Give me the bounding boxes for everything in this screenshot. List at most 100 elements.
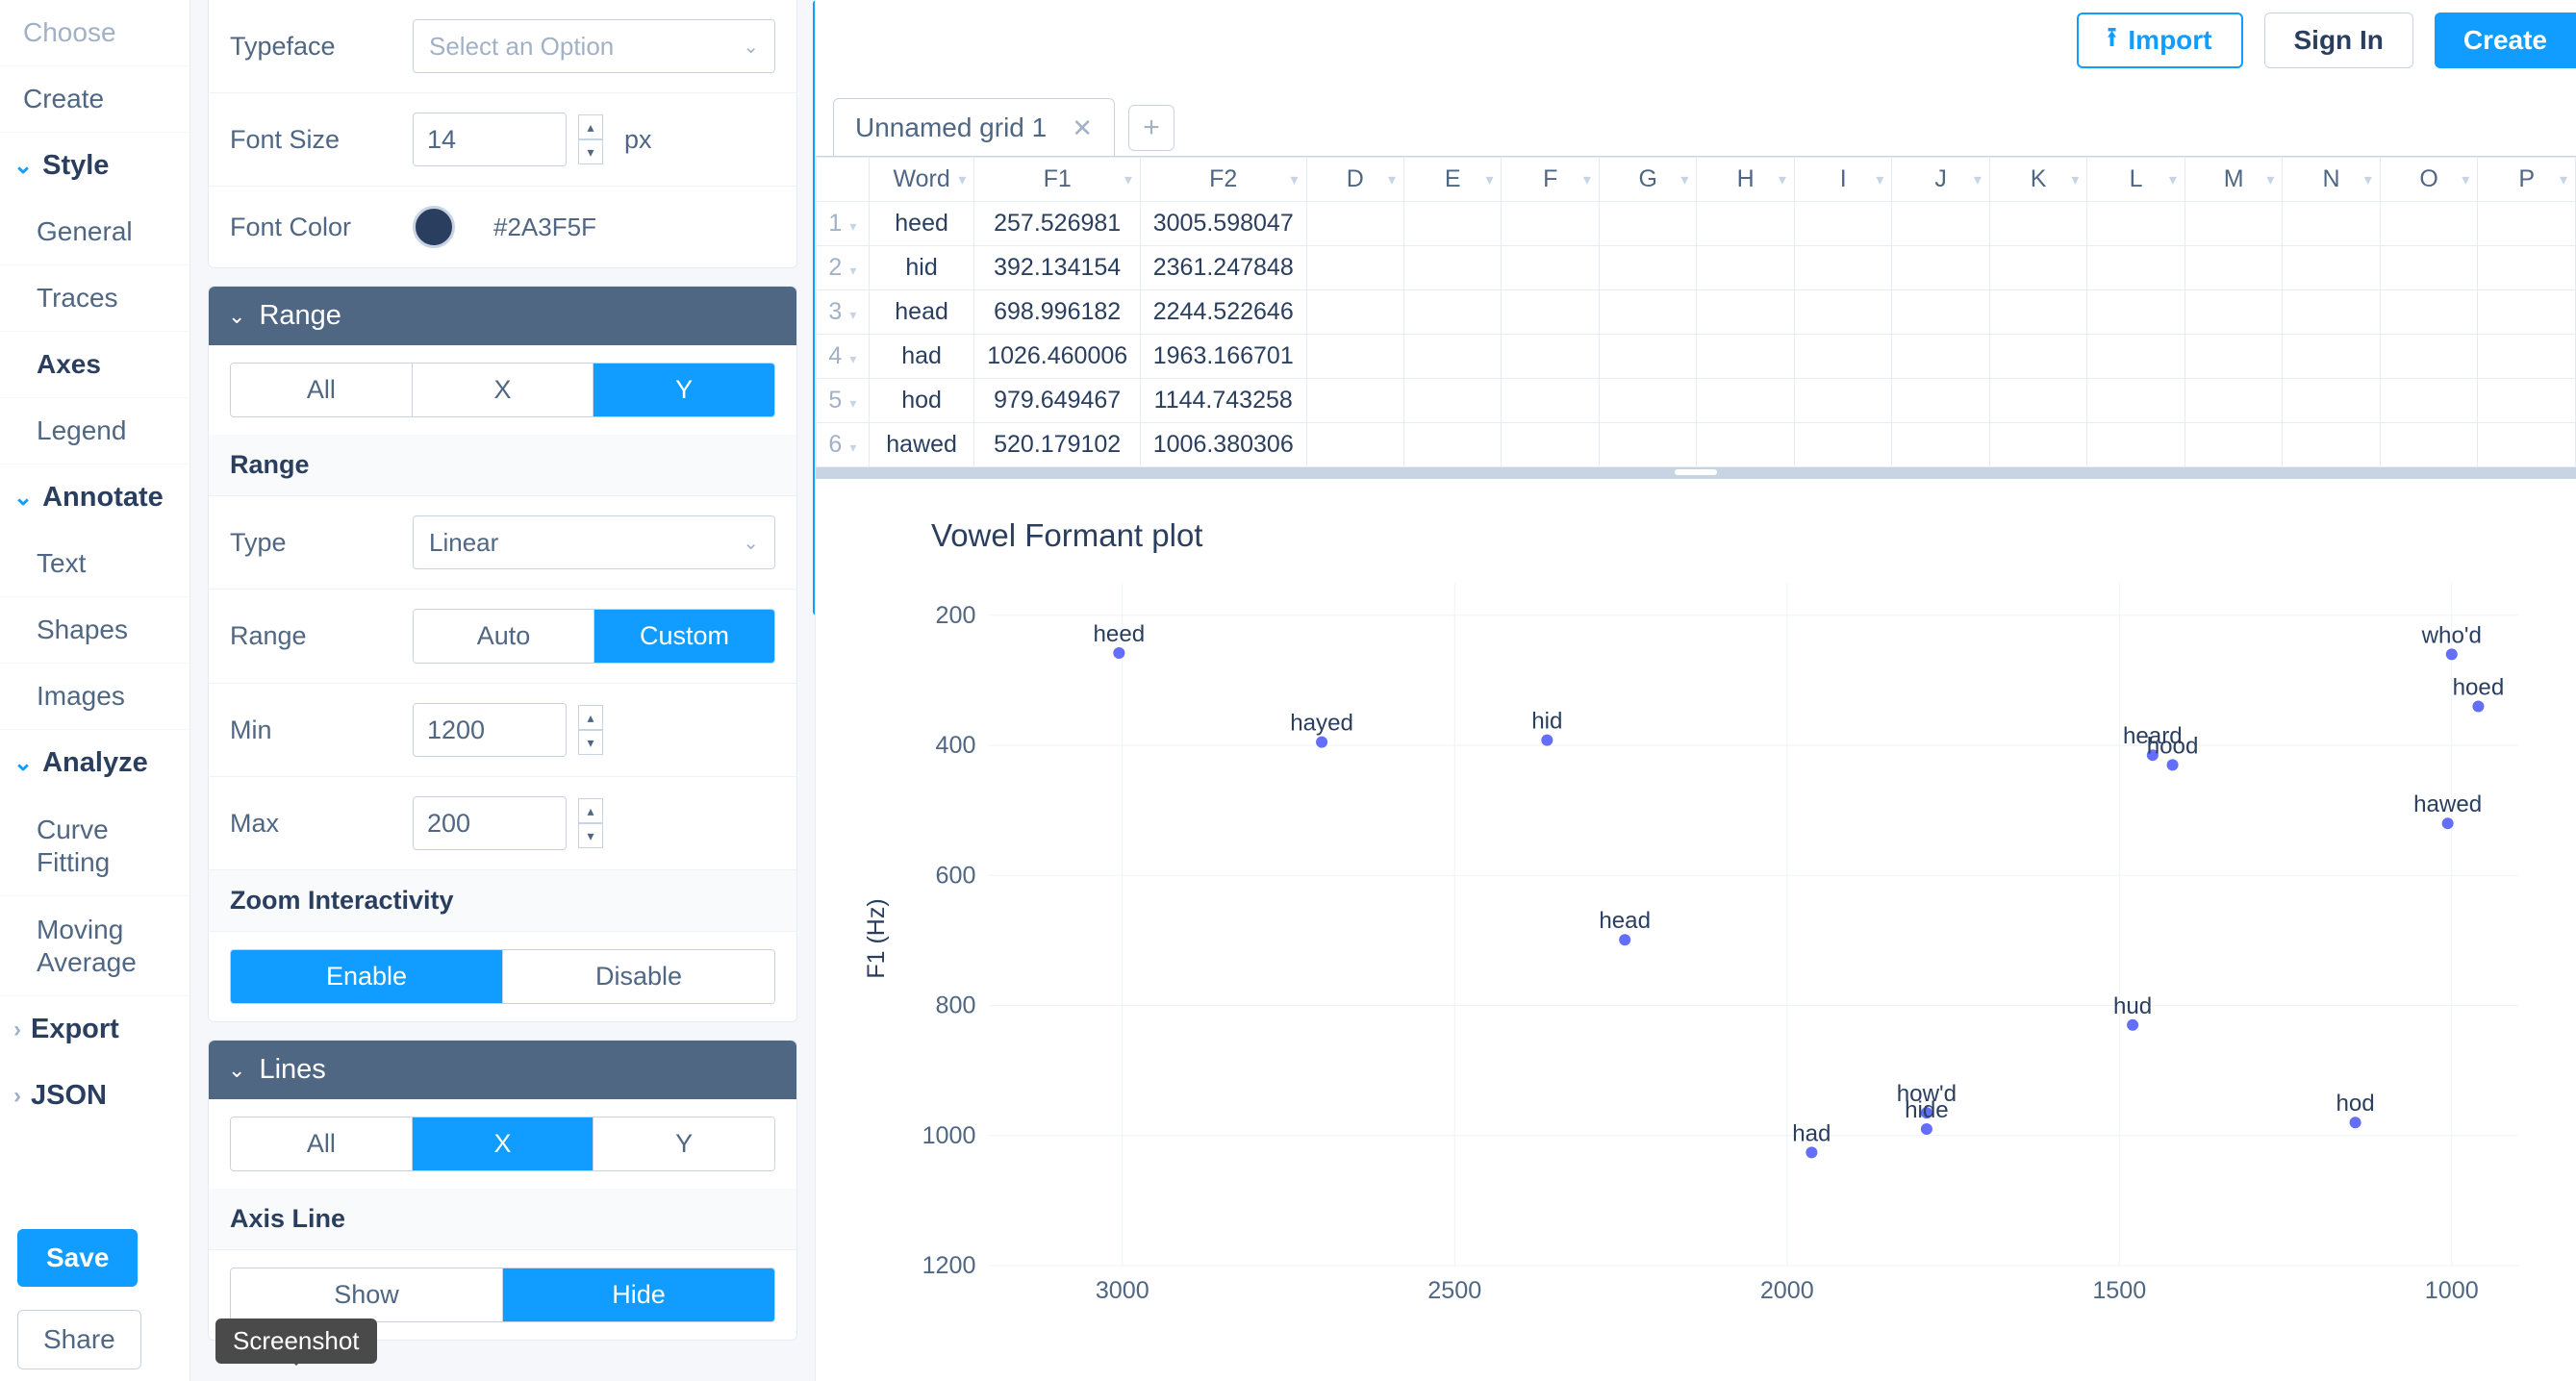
nav-images[interactable]: Images [0, 664, 189, 730]
cell[interactable] [1697, 246, 1794, 290]
lines-section-header[interactable]: ⌄ Lines [209, 1041, 796, 1099]
cell[interactable] [2283, 335, 2380, 379]
column-header[interactable]: F▾ [1502, 158, 1599, 202]
column-header[interactable]: M▾ [2185, 158, 2282, 202]
cell[interactable]: hod [869, 379, 974, 423]
cell[interactable] [2283, 379, 2380, 423]
cell[interactable] [1502, 246, 1599, 290]
seg-x[interactable]: X [413, 364, 594, 416]
row-number[interactable]: 3▾ [817, 290, 870, 335]
cell[interactable] [2478, 246, 2576, 290]
cell[interactable] [2380, 290, 2477, 335]
column-header[interactable]: I▾ [1794, 158, 1891, 202]
cell[interactable] [1403, 423, 1501, 467]
cell[interactable] [2185, 246, 2282, 290]
nav-general[interactable]: General [0, 199, 189, 265]
cell[interactable] [1502, 202, 1599, 246]
spinner-up[interactable]: ▴ [578, 114, 603, 139]
column-header[interactable]: P▾ [2478, 158, 2576, 202]
nav-shapes[interactable]: Shapes [0, 597, 189, 664]
nav-axes[interactable]: Axes [0, 332, 189, 398]
row-number[interactable]: 6▾ [817, 423, 870, 467]
cell[interactable] [1403, 290, 1501, 335]
column-header[interactable]: H▾ [1697, 158, 1794, 202]
cell[interactable] [1599, 379, 1696, 423]
create-button[interactable]: Create [2435, 13, 2576, 68]
cell[interactable] [1502, 290, 1599, 335]
nav-json-header[interactable]: ›JSON [0, 1063, 189, 1129]
nav-moving-average[interactable]: Moving Average [0, 896, 189, 996]
cell[interactable] [1892, 335, 1989, 379]
cell[interactable] [1794, 290, 1891, 335]
cell[interactable] [2478, 379, 2576, 423]
axisline-show[interactable]: Show [231, 1268, 503, 1321]
cell[interactable] [1697, 290, 1794, 335]
nav-create[interactable]: Create [0, 66, 189, 133]
cell[interactable]: 520.179102 [974, 423, 1141, 467]
typeface-select[interactable]: Select an Option ⌄ [413, 19, 775, 73]
cell[interactable]: had [869, 335, 974, 379]
cell[interactable] [1599, 423, 1696, 467]
cell[interactable] [1697, 202, 1794, 246]
column-header[interactable]: O▾ [2380, 158, 2477, 202]
table-row[interactable]: 1▾heed257.5269813005.598047 [817, 202, 2576, 246]
grid-resize-handle[interactable] [816, 467, 2576, 479]
nav-text[interactable]: Text [0, 531, 189, 597]
column-header[interactable]: N▾ [2283, 158, 2380, 202]
nav-traces[interactable]: Traces [0, 265, 189, 332]
cell[interactable] [2283, 290, 2380, 335]
cell[interactable] [2087, 335, 2185, 379]
column-header[interactable]: K▾ [1989, 158, 2086, 202]
cell[interactable]: 257.526981 [974, 202, 1141, 246]
cell[interactable]: 1006.380306 [1140, 423, 1306, 467]
range-custom[interactable]: Custom [594, 610, 774, 663]
save-button[interactable]: Save [17, 1229, 138, 1287]
cell[interactable] [1403, 246, 1501, 290]
cell[interactable]: heed [869, 202, 974, 246]
column-header[interactable]: J▾ [1892, 158, 1989, 202]
fontcolor-swatch[interactable] [413, 206, 455, 248]
row-number[interactable]: 1▾ [817, 202, 870, 246]
cell[interactable] [2283, 423, 2380, 467]
cell[interactable] [2087, 290, 2185, 335]
cell[interactable] [2185, 379, 2282, 423]
column-header[interactable]: G▾ [1599, 158, 1696, 202]
cell[interactable] [1306, 202, 1403, 246]
column-header[interactable]: F1▾ [974, 158, 1141, 202]
cell[interactable] [1989, 423, 2086, 467]
cell[interactable] [1794, 423, 1891, 467]
spinner-up[interactable]: ▴ [578, 705, 603, 730]
cell[interactable] [2283, 202, 2380, 246]
range-section-header[interactable]: ⌄ Range [209, 287, 796, 345]
cell[interactable] [2478, 335, 2576, 379]
table-row[interactable]: 6▾hawed520.1791021006.380306 [817, 423, 2576, 467]
seg-y[interactable]: Y [593, 1117, 774, 1170]
cell[interactable] [2380, 379, 2477, 423]
cell[interactable] [2478, 423, 2576, 467]
cell[interactable]: head [869, 290, 974, 335]
zoom-enable[interactable]: Enable [231, 950, 503, 1003]
cell[interactable] [1697, 423, 1794, 467]
cell[interactable] [2185, 423, 2282, 467]
cell[interactable]: hid [869, 246, 974, 290]
cell[interactable] [2478, 290, 2576, 335]
cell[interactable] [1306, 379, 1403, 423]
range-auto[interactable]: Auto [414, 610, 594, 663]
column-header[interactable]: L▾ [2087, 158, 2185, 202]
import-button[interactable]: ⭱ Import [2077, 13, 2243, 68]
signin-button[interactable]: Sign In [2264, 13, 2413, 68]
column-header[interactable]: F2▾ [1140, 158, 1306, 202]
cell[interactable] [2087, 246, 2185, 290]
fontsize-input[interactable] [413, 113, 567, 166]
cell[interactable] [1794, 202, 1891, 246]
seg-x[interactable]: X [413, 1117, 594, 1170]
cell[interactable] [1502, 379, 1599, 423]
nav-legend[interactable]: Legend [0, 398, 189, 465]
cell[interactable] [2380, 423, 2477, 467]
cell[interactable] [1892, 379, 1989, 423]
cell[interactable] [1989, 202, 2086, 246]
cell[interactable]: 2361.247848 [1140, 246, 1306, 290]
nav-analyze-header[interactable]: ⌄Analyze [0, 730, 189, 796]
cell[interactable]: 3005.598047 [1140, 202, 1306, 246]
cell[interactable] [1892, 423, 1989, 467]
